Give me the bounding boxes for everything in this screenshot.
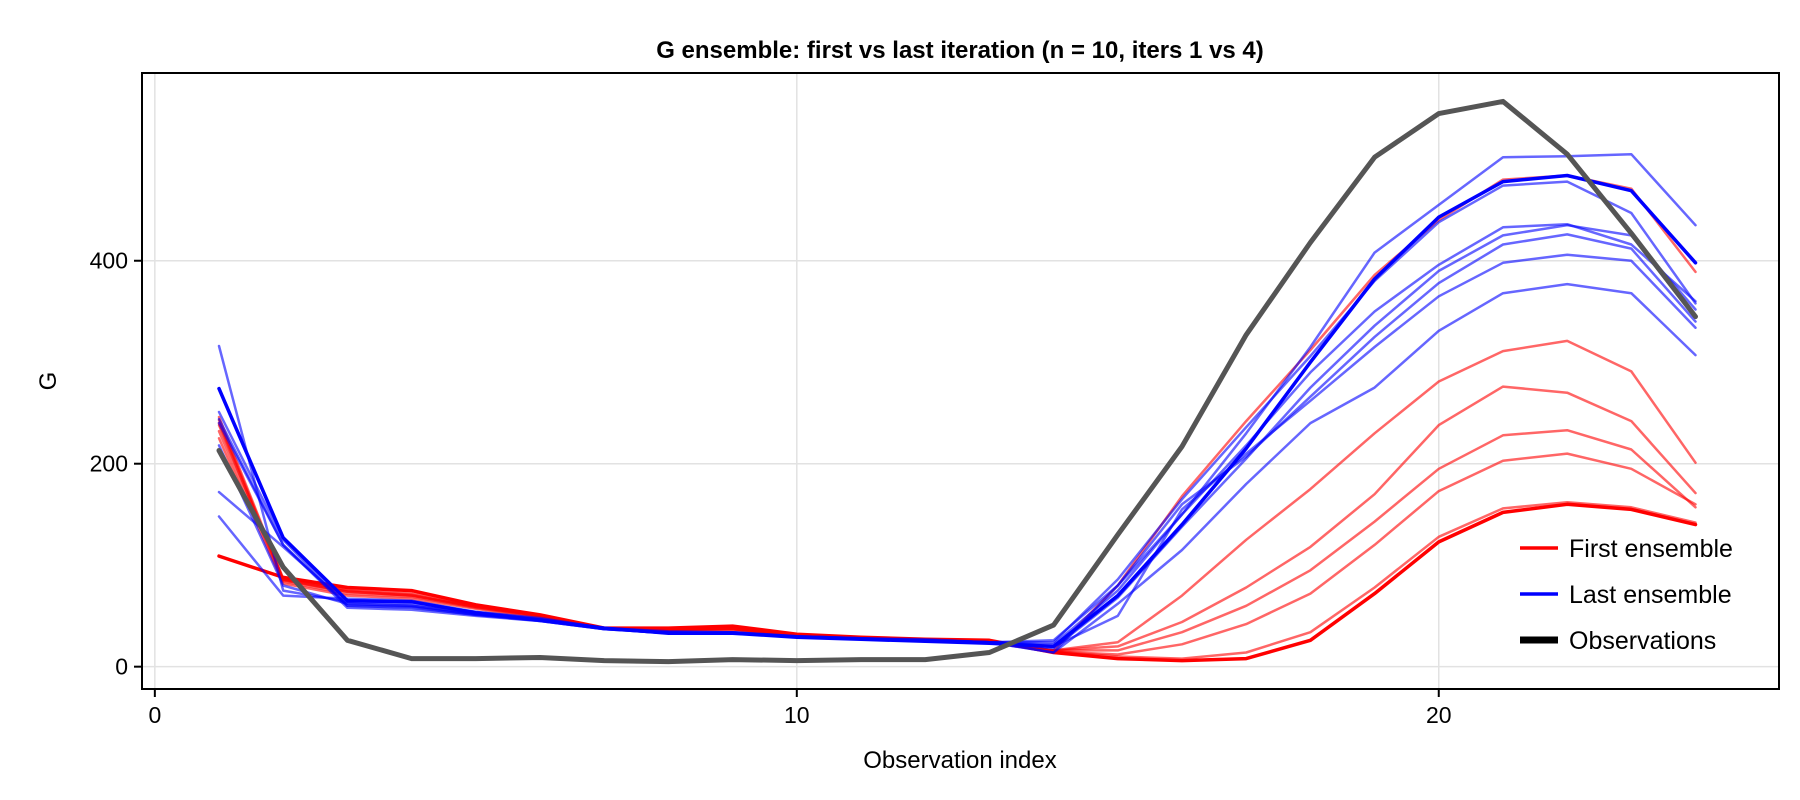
observations-line [216, 98, 1698, 665]
legend-label: Last ensemble [1569, 581, 1732, 609]
x-tick-label: 10 [784, 702, 810, 728]
x-tick-label: 0 [148, 702, 161, 728]
x-axis-label: Observation index [863, 747, 1056, 774]
y-axis-label: G [35, 372, 62, 391]
y-tick-label: 400 [90, 248, 128, 274]
last-ensemble-line [217, 282, 1697, 654]
x-axis-ticks: 0 10 20 [148, 689, 1452, 728]
y-tick-label: 0 [115, 654, 128, 680]
chart-title: G ensemble: first vs last iteration (n =… [656, 37, 1264, 64]
last-ensemble-series [217, 152, 1698, 654]
y-axis-ticks: 0 200 400 [90, 248, 142, 680]
legend-label: Observations [1569, 627, 1716, 655]
grid-lines [142, 73, 1779, 689]
legend-label: First ensemble [1569, 535, 1733, 563]
x-tick-label: 20 [1426, 702, 1452, 728]
observations-series [216, 98, 1698, 665]
y-tick-label: 200 [90, 451, 128, 477]
plot-frame [141, 72, 1780, 690]
legend: First ensemble Last ensemble Observations [1520, 535, 1733, 655]
